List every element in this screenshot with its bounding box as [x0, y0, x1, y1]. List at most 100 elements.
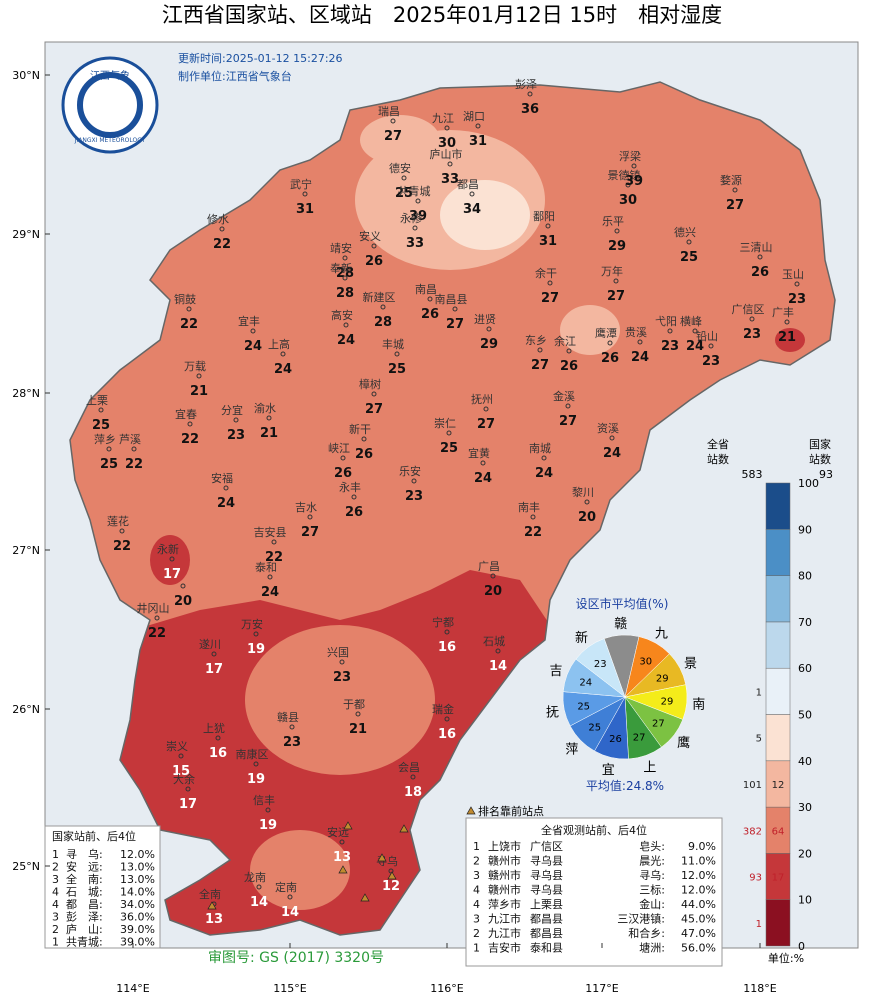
colorbar-tick: 90 — [798, 523, 812, 536]
station-dot — [187, 421, 193, 427]
colorbar-tick: 30 — [798, 801, 812, 814]
station-dot — [253, 631, 259, 637]
station-dot — [250, 328, 256, 334]
station-dot — [613, 278, 619, 284]
station-name: 横峰 — [680, 314, 702, 328]
station-dot — [784, 319, 790, 325]
pie-label: 赣 — [614, 617, 627, 632]
station-name: 永修 — [400, 211, 422, 225]
station-name: 分宜 — [221, 403, 243, 417]
review-number: 审图号: GS (2017) 3320号 — [208, 950, 384, 966]
station-value: 25 — [395, 186, 413, 201]
province-count: 93 — [749, 873, 762, 884]
station-name: 瑞昌 — [378, 104, 400, 118]
all-rank-title: 全省观测站前、后4位 — [541, 823, 647, 837]
station-value: 22 — [524, 525, 542, 540]
national-rank-cell: 安 远: — [66, 860, 103, 874]
national-count: 12 — [772, 780, 785, 791]
station-name: 峡江 — [328, 441, 350, 455]
station-value: 14 — [281, 905, 299, 920]
station-dot — [527, 91, 533, 97]
station-value: 18 — [404, 785, 422, 800]
station-value: 29 — [608, 239, 626, 254]
colorbar-bin — [765, 853, 791, 900]
national-rank-cell: 12.0% — [120, 848, 155, 861]
all-rank-cell: 9.0% — [688, 840, 716, 853]
station-dot — [444, 629, 450, 635]
colorbar-bin — [765, 714, 791, 762]
pie-value: 25 — [588, 722, 601, 733]
station-value: 31 — [539, 234, 557, 249]
station-name: 德安 — [389, 161, 411, 175]
pie-value: 23 — [594, 659, 607, 670]
station-value: 23 — [743, 327, 761, 342]
marker-note: 排名靠前站点 — [478, 804, 544, 818]
station-name: 万载 — [184, 360, 206, 373]
station-value: 25 — [100, 457, 118, 472]
national-rank-cell: 4 — [52, 886, 59, 899]
station-dot — [757, 254, 763, 260]
station-dot — [469, 191, 475, 197]
station-dot — [371, 243, 377, 249]
station-name: 南康区 — [236, 747, 269, 761]
station-value: 21 — [778, 330, 796, 345]
station-name: 永丰 — [339, 480, 361, 494]
all-rank-cell: 金山: — [639, 897, 665, 911]
title: 江西省国家站、区域站 2025年01月12日 15时 相对湿度 — [162, 3, 722, 27]
station-name: 萍乡 — [94, 433, 116, 446]
station-name: 龙南 — [244, 871, 266, 884]
station-dot — [388, 868, 394, 874]
station-value: 31 — [469, 134, 487, 149]
station-dot — [340, 455, 346, 461]
station-value: 25 — [388, 362, 406, 377]
station-value: 24 — [261, 585, 279, 600]
station-name: 庐山市 — [430, 147, 463, 161]
station-dot — [565, 403, 571, 409]
pie-value: 27 — [652, 719, 665, 730]
pie-label: 新 — [575, 630, 588, 646]
station-name: 修水 — [207, 212, 229, 226]
station-value: 27 — [446, 317, 464, 332]
station-dot — [271, 539, 277, 545]
colorbar-tick: 40 — [798, 755, 812, 768]
station-name: 抚州 — [471, 392, 493, 406]
station-name: 高安 — [331, 308, 353, 322]
station-dot — [584, 499, 590, 505]
station-name: 奉新 — [330, 261, 352, 275]
station-name: 乐平 — [602, 215, 624, 228]
station-name: 进贤 — [474, 313, 496, 326]
station-value: 23 — [333, 670, 351, 685]
station-value: 25 — [680, 250, 698, 265]
station-value: 23 — [227, 428, 245, 443]
station-name: 东乡 — [525, 334, 547, 347]
station-name: 余江 — [554, 334, 576, 348]
station-name: 宁都 — [432, 615, 454, 629]
station-value: 39 — [625, 174, 643, 189]
station-dot — [223, 485, 229, 491]
rank-marker — [399, 824, 409, 833]
station-name: 乐安 — [399, 464, 421, 478]
station-dot — [490, 573, 496, 579]
station-name: 遂川 — [199, 637, 221, 651]
rank-marker — [387, 871, 397, 880]
national-rank-cell: 1 — [52, 936, 59, 949]
station-value: 24 — [535, 466, 553, 481]
legend-header: 全省 — [707, 437, 729, 451]
station-dot — [495, 648, 501, 654]
station-value: 33 — [441, 172, 459, 187]
lat-label: 28°N — [12, 387, 40, 400]
all-rank-cell: 都昌县 — [530, 913, 563, 926]
province-count: 382 — [743, 826, 762, 837]
station-value: 31 — [296, 202, 314, 217]
station-dot — [256, 884, 262, 890]
station-name: 湖口 — [463, 110, 485, 123]
station-value: 21 — [260, 426, 278, 441]
station-value: 23 — [661, 339, 679, 354]
lon-label: 118°E — [743, 982, 776, 995]
station-dot — [196, 373, 202, 379]
station-value: 25 — [440, 441, 458, 456]
national-count: 64 — [772, 826, 785, 837]
station-name: 信丰 — [253, 794, 275, 807]
province-count: 101 — [743, 780, 762, 791]
station-value: 23 — [788, 292, 806, 307]
